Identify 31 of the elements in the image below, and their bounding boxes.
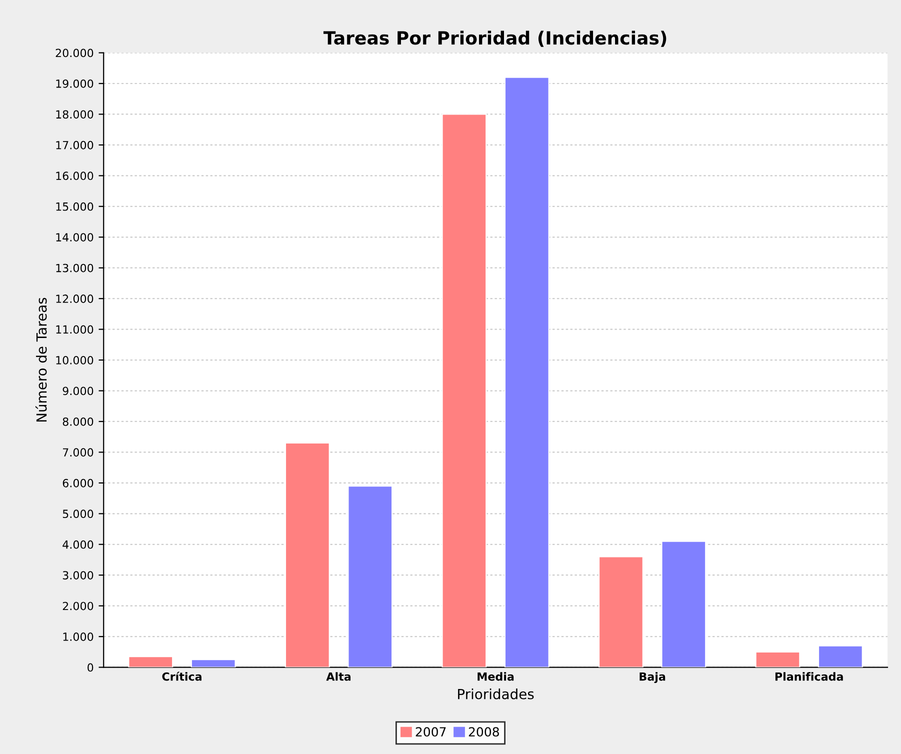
y-tick-label: 9.000 bbox=[62, 386, 94, 396]
y-tick-label: 18.000 bbox=[56, 110, 94, 119]
y-tick-label: 17.000 bbox=[56, 140, 94, 150]
y-tick-label: 5.000 bbox=[62, 510, 94, 518]
y-tick-label: 14.000 bbox=[56, 233, 94, 242]
y-tick-label: 3.000 bbox=[62, 571, 94, 580]
chart-title: Tareas Por Prioridad (Incidencias) bbox=[323, 30, 666, 47]
y-tick-label: 13.000 bbox=[56, 264, 94, 272]
y-tick-label: 2.000 bbox=[62, 602, 94, 610]
legend-label: 2007 bbox=[416, 727, 446, 737]
y-tick-label: 20.000 bbox=[56, 48, 94, 58]
y-axis-title: Número de Tareas bbox=[35, 298, 47, 422]
y-tick-label: 12.000 bbox=[56, 294, 94, 303]
y-tick-label: 15.000 bbox=[56, 202, 94, 211]
y-tick-label: 0 bbox=[88, 663, 94, 672]
x-tick-label: Crítica bbox=[162, 672, 202, 681]
y-tick-label: 4.000 bbox=[62, 540, 94, 549]
x-axis-title: Prioridades bbox=[458, 688, 534, 700]
x-tick-label: Media bbox=[478, 672, 514, 681]
legend-label: 2008 bbox=[468, 727, 499, 737]
x-tick-label: Planificada bbox=[775, 672, 843, 681]
y-tick-label: 8.000 bbox=[62, 417, 94, 426]
y-tick-label: 6.000 bbox=[62, 478, 94, 488]
x-tick-label: Baja bbox=[640, 672, 666, 683]
y-tick-label: 7.000 bbox=[62, 448, 94, 457]
y-tick-label: 10.000 bbox=[56, 356, 94, 364]
y-tick-label: 16.000 bbox=[56, 172, 94, 180]
x-tick-label: Alta bbox=[326, 672, 351, 681]
y-tick-label: 1.000 bbox=[63, 632, 94, 641]
y-tick-label: 19.000 bbox=[56, 79, 94, 88]
y-tick-label: 11.000 bbox=[56, 325, 94, 334]
